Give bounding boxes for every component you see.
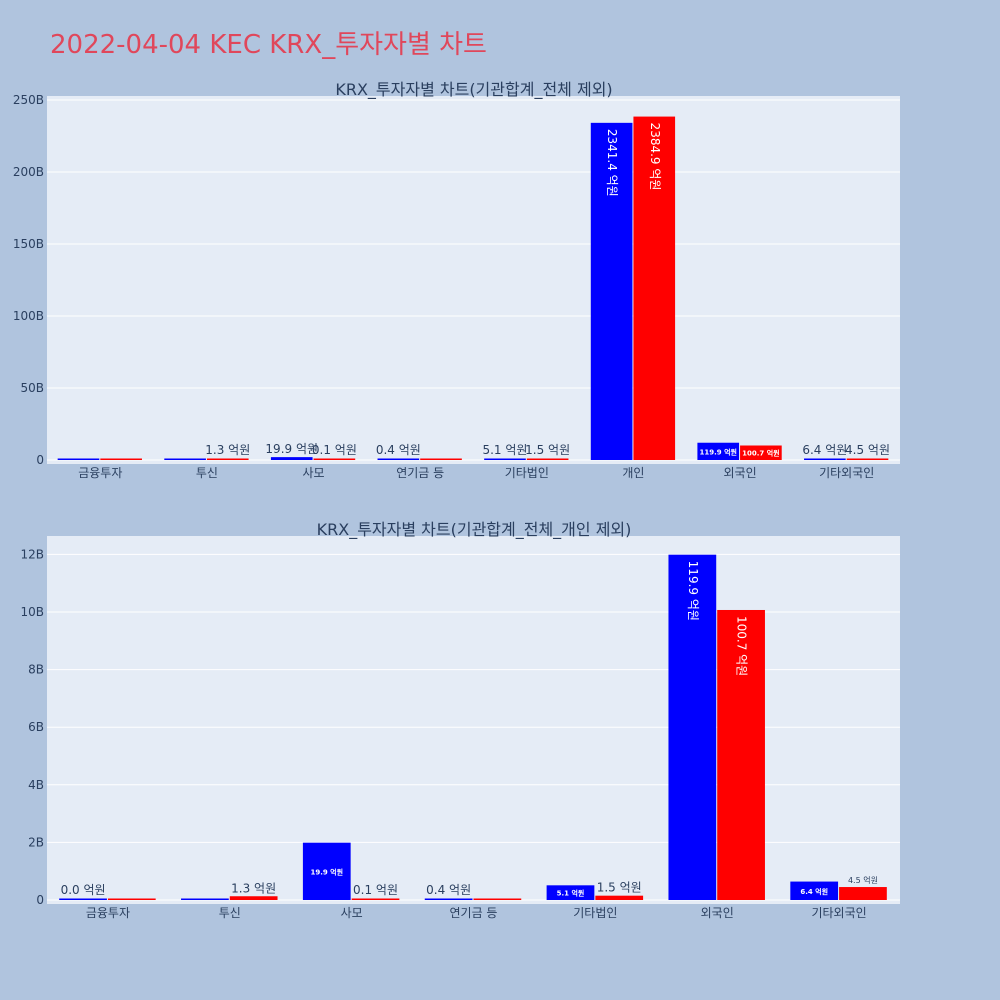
bar-sell	[229, 896, 278, 900]
x-tick-label: 기타법인	[573, 906, 617, 920]
bar-sell	[717, 609, 765, 900]
bar-buy	[697, 442, 740, 460]
bar-value-label: 2341.4 억원	[605, 129, 619, 197]
y-tick-label: 100B	[13, 309, 44, 323]
bar-sell	[107, 898, 156, 900]
chart-title: KRX_투자자별 차트(기관합계_전체_개인 제외)	[317, 520, 632, 540]
bar-value-label: 0.1 억원	[312, 443, 357, 457]
x-tick-label: 연기금 등	[450, 906, 498, 920]
bar-buy	[59, 898, 107, 900]
plot-area	[47, 96, 900, 464]
bar-buy	[590, 122, 633, 460]
x-tick-label: 금융투자	[78, 466, 122, 480]
y-tick-label: 150B	[13, 237, 44, 251]
chart-bottom: KRX_투자자별 차트(기관합계_전체_개인 제외) 0 2B 4B 6B 8B 10B 1…	[20, 520, 900, 920]
y-tick-label: 0	[36, 453, 44, 467]
bar-value-label: 19.9 억원	[265, 442, 318, 456]
y-tick-label: 4B	[28, 778, 44, 792]
bar-buy	[484, 458, 526, 460]
y-tick-label: 50B	[20, 381, 44, 395]
bar-sell	[206, 458, 249, 460]
bar-sell	[633, 116, 676, 460]
chart-top: KRX_투자자별 차트(기관합계_전체 제외) 0 50B 100B 150B 200B…	[13, 80, 900, 480]
bar-value-label: 6.4 억원	[800, 887, 828, 896]
bar-sell	[313, 458, 356, 460]
bar-buy	[804, 458, 846, 460]
bar-buy	[302, 842, 351, 900]
x-tick-label: 개인	[622, 466, 644, 480]
y-tick-label: 200B	[13, 165, 44, 179]
bar-value-label: 19.9 억원	[310, 867, 343, 876]
x-tick-label: 기타법인	[505, 466, 549, 480]
y-tick-label: 10B	[20, 605, 44, 619]
bar-value-label: 119.9 억원	[700, 447, 737, 456]
bar-value-label: 119.9 억원	[686, 561, 700, 621]
y-tick-label: 250B	[13, 93, 44, 107]
bar-buy	[377, 458, 420, 460]
x-tick-label: 외국인	[724, 466, 757, 480]
x-tick-label: 외국인	[701, 906, 734, 920]
bar-value-label: 6.4 억원	[802, 443, 847, 457]
bar-sell	[100, 458, 142, 460]
bar-value-label: 1.3 억원	[205, 443, 250, 457]
bar-value-label: 0.4 억원	[426, 883, 471, 897]
bar-value-label: 1.3 억원	[231, 881, 276, 895]
y-tick-label: 2B	[28, 835, 44, 849]
bar-sell	[473, 898, 522, 900]
bar-sell	[740, 445, 782, 460]
x-tick-label: 투신	[196, 466, 218, 480]
bar-value-label: 100.7 억원	[742, 449, 779, 458]
bar-value-label: 4.5 억원	[848, 875, 878, 885]
page-title: 2022-04-04 KEC KRX_투자자별 차트	[50, 30, 487, 60]
x-tick-label: 연기금 등	[396, 466, 444, 480]
plot-area	[47, 536, 900, 904]
x-tick-label: 투신	[219, 906, 241, 920]
bar-buy	[181, 898, 229, 900]
y-tick-label: 6B	[28, 720, 44, 734]
y-tick-label: 12B	[20, 547, 44, 561]
bar-buy	[424, 898, 473, 900]
x-tick-label: 기타외국인	[819, 466, 874, 480]
bar-value-label: 5.1 억원	[557, 889, 585, 898]
bar-value-label: 4.5 억원	[845, 443, 890, 457]
bar-value-label: 1.5 억원	[525, 443, 570, 457]
x-tick-label: 사모	[303, 466, 325, 480]
bar-value-label: 2384.9 억원	[648, 123, 662, 191]
bar-sell	[839, 887, 887, 900]
bar-buy	[546, 885, 595, 900]
x-tick-label: 금융투자	[86, 906, 130, 920]
bar-buy	[790, 881, 839, 900]
chart-title: KRX_투자자별 차트(기관합계_전체 제외)	[335, 80, 612, 100]
bar-sell	[420, 458, 462, 460]
bar-sell	[351, 898, 400, 900]
bar-sell	[846, 458, 889, 460]
bar-sell	[595, 895, 644, 900]
bar-buy	[164, 458, 206, 460]
bar-buy	[57, 458, 100, 460]
y-tick-label: 8B	[28, 663, 44, 677]
bar-value-label: 100.7 억원	[735, 616, 749, 676]
bar-value-label: 5.1 억원	[482, 443, 527, 457]
bar-value-label: 0.4 억원	[376, 443, 421, 457]
bar-value-label: 0.1 억원	[353, 883, 398, 897]
bar-sell	[526, 458, 569, 460]
bar-buy	[270, 457, 313, 460]
y-tick-label: 0	[36, 893, 44, 907]
x-tick-label: 기타외국인	[811, 906, 866, 920]
bar-buy	[668, 554, 717, 900]
bar-value-label: 1.5 억원	[597, 881, 642, 895]
bar-value-label: 0.0 억원	[61, 883, 106, 897]
x-tick-label: 사모	[341, 906, 363, 920]
